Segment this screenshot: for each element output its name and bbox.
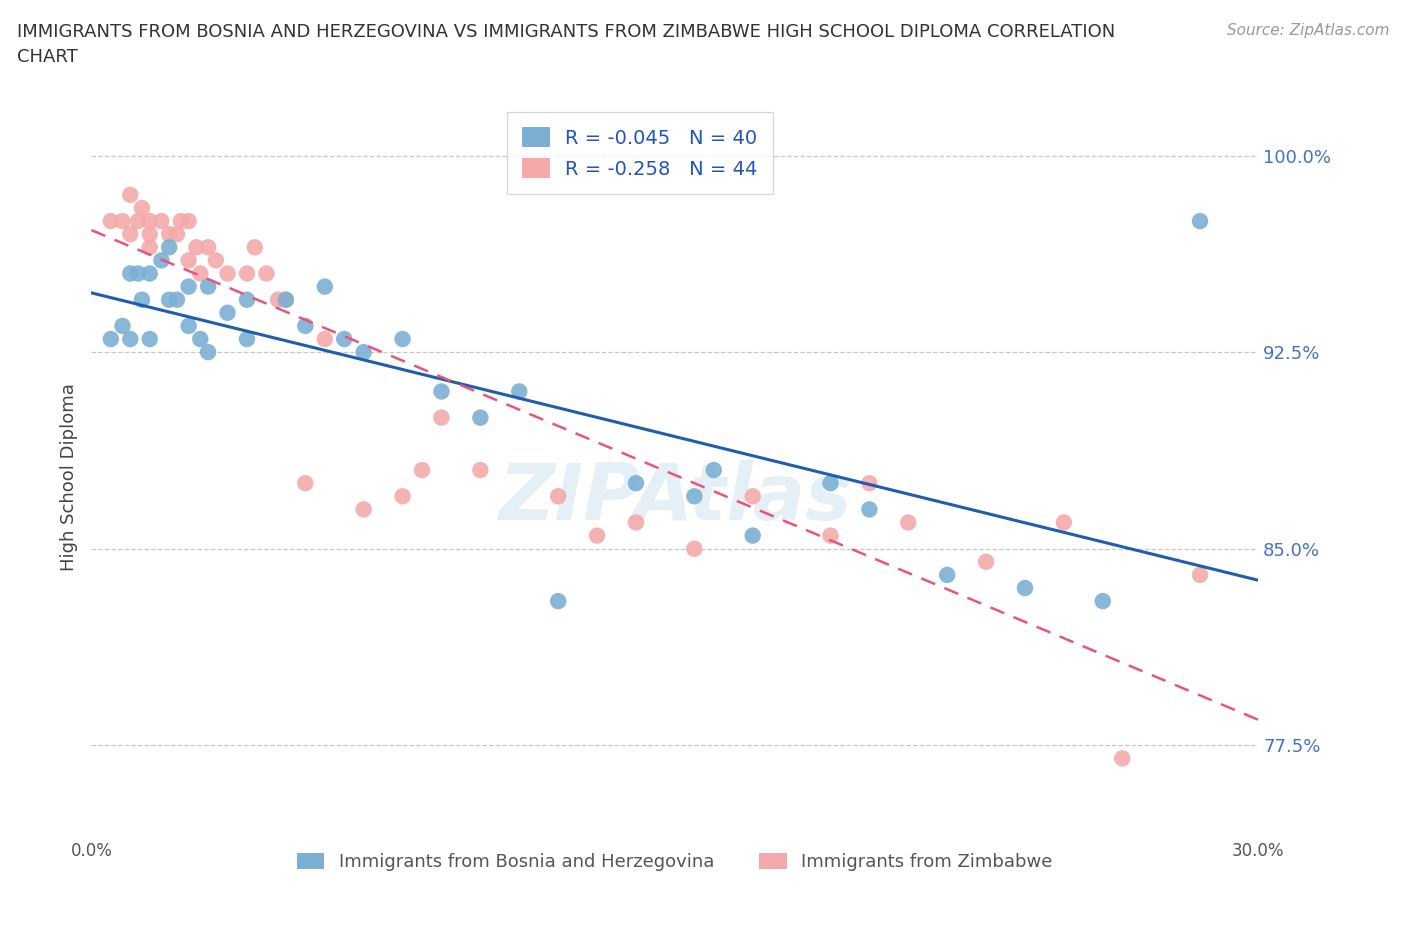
- Point: [624, 476, 647, 491]
- Point: [150, 214, 173, 229]
- Point: [100, 214, 122, 229]
- Point: [120, 227, 142, 242]
- Point: [217, 305, 239, 320]
- Point: [858, 502, 880, 517]
- Point: [741, 528, 763, 543]
- Point: [236, 266, 259, 281]
- Point: [138, 240, 162, 255]
- Point: [1111, 751, 1133, 765]
- Point: [177, 318, 200, 333]
- Point: [683, 489, 706, 504]
- Point: [166, 227, 188, 242]
- Text: IMMIGRANTS FROM BOSNIA AND HERZEGOVINA VS IMMIGRANTS FROM ZIMBABWE HIGH SCHOOL D: IMMIGRANTS FROM BOSNIA AND HERZEGOVINA V…: [17, 23, 1115, 66]
- Point: [157, 292, 180, 307]
- Point: [430, 384, 453, 399]
- Point: [120, 188, 142, 203]
- Point: [274, 292, 297, 307]
- Point: [197, 345, 219, 360]
- Point: [243, 240, 266, 255]
- Point: [683, 541, 706, 556]
- Point: [586, 528, 609, 543]
- Point: [111, 214, 134, 229]
- Point: [430, 410, 453, 425]
- Point: [294, 318, 316, 333]
- Point: [1189, 567, 1212, 582]
- Point: [333, 332, 356, 347]
- Point: [127, 214, 149, 229]
- Point: [1189, 214, 1212, 229]
- Point: [188, 332, 211, 347]
- Point: [411, 462, 433, 477]
- Point: [131, 201, 153, 216]
- Point: [470, 410, 492, 425]
- Point: [177, 214, 200, 229]
- Point: [127, 266, 149, 281]
- Point: [236, 332, 259, 347]
- Point: [274, 292, 297, 307]
- Text: Source: ZipAtlas.com: Source: ZipAtlas.com: [1226, 23, 1389, 38]
- Point: [197, 279, 219, 294]
- Point: [138, 266, 162, 281]
- Point: [547, 489, 569, 504]
- Point: [703, 462, 725, 477]
- Point: [138, 214, 162, 229]
- Point: [624, 515, 647, 530]
- Point: [294, 476, 316, 491]
- Point: [897, 515, 920, 530]
- Point: [858, 476, 880, 491]
- Point: [177, 279, 200, 294]
- Point: [936, 567, 959, 582]
- Point: [150, 253, 173, 268]
- Point: [267, 292, 290, 307]
- Point: [1014, 580, 1036, 595]
- Point: [314, 279, 336, 294]
- Point: [741, 489, 763, 504]
- Point: [470, 462, 492, 477]
- Point: [157, 240, 180, 255]
- Point: [353, 502, 375, 517]
- Point: [820, 476, 842, 491]
- Point: [236, 292, 259, 307]
- Point: [100, 332, 122, 347]
- Point: [547, 593, 569, 608]
- Point: [188, 266, 211, 281]
- Point: [391, 332, 413, 347]
- Point: [131, 292, 153, 307]
- Legend: R = -0.045   N = 40, R = -0.258   N = 44: R = -0.045 N = 40, R = -0.258 N = 44: [506, 112, 773, 194]
- Point: [138, 227, 162, 242]
- Point: [1091, 593, 1114, 608]
- Point: [166, 292, 188, 307]
- Text: ZIPAtlas: ZIPAtlas: [498, 460, 852, 537]
- Point: [138, 332, 162, 347]
- Point: [120, 332, 142, 347]
- Y-axis label: High School Diploma: High School Diploma: [59, 382, 77, 571]
- Point: [120, 266, 142, 281]
- Point: [111, 318, 134, 333]
- Point: [177, 253, 200, 268]
- Point: [314, 332, 336, 347]
- Point: [186, 240, 208, 255]
- Point: [391, 489, 413, 504]
- Point: [217, 266, 239, 281]
- Point: [353, 345, 375, 360]
- Point: [170, 214, 193, 229]
- Point: [205, 253, 228, 268]
- Point: [256, 266, 278, 281]
- Point: [197, 240, 219, 255]
- Point: [508, 384, 530, 399]
- Point: [820, 528, 842, 543]
- Point: [157, 227, 180, 242]
- Point: [1053, 515, 1076, 530]
- Point: [974, 554, 997, 569]
